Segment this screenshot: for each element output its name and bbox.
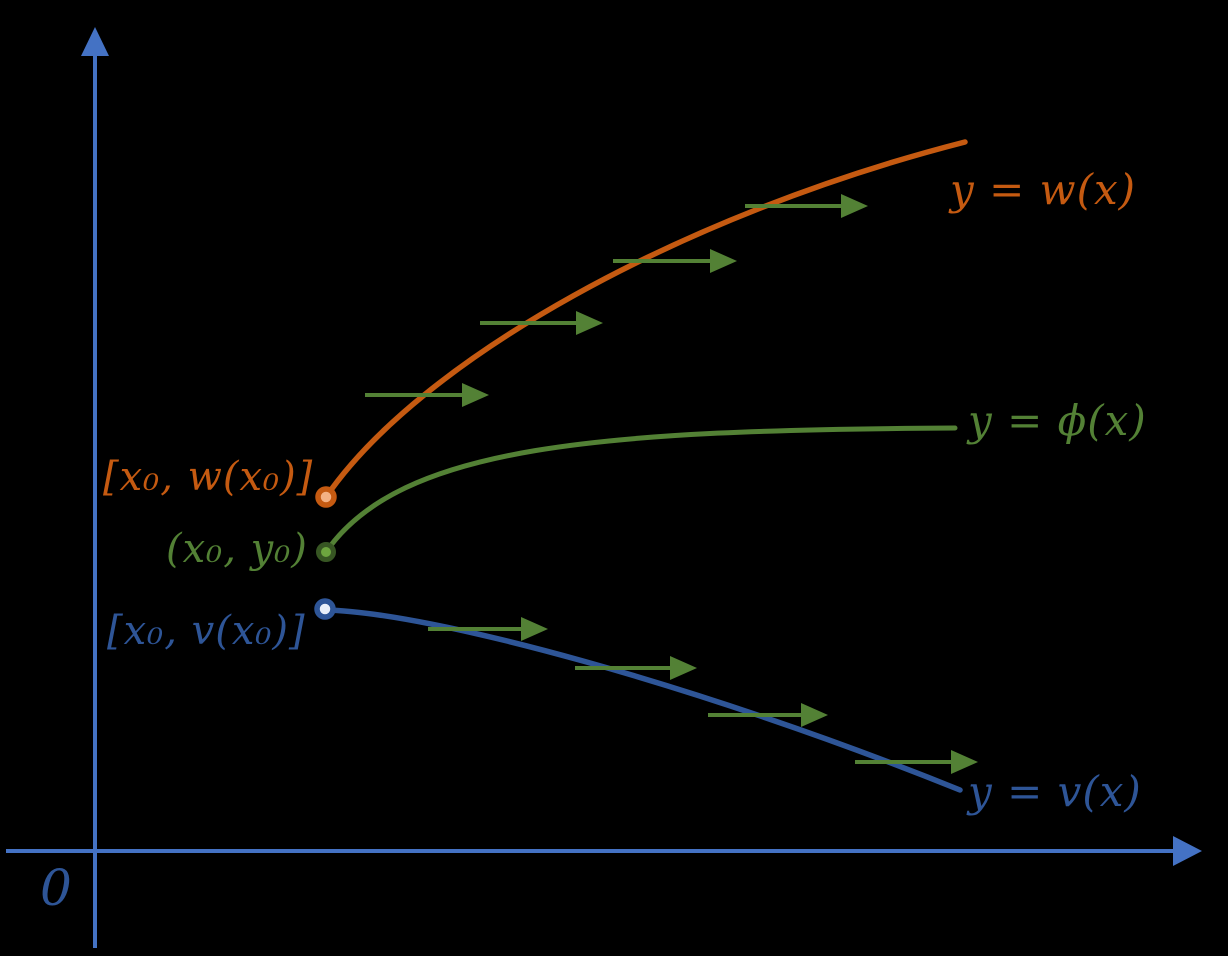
curve-w — [323, 139, 968, 500]
flow-arrowhead-icon — [841, 194, 868, 218]
flow-arrow — [613, 249, 737, 273]
flow-arrow — [708, 703, 828, 727]
start-point-marker-v — [314, 598, 336, 620]
point-label-w: [x₀, w(x₀)] — [103, 454, 314, 500]
flow-arrow — [365, 383, 489, 407]
origin-label: 0 — [40, 859, 73, 917]
flow-arrowhead-icon — [801, 703, 828, 727]
curve-label-v: y = v(x) — [968, 767, 1142, 816]
y-axis — [81, 27, 109, 948]
point-label-phi: (x₀, y₀) — [166, 526, 308, 572]
flow-arrowhead-icon — [462, 383, 489, 407]
curve-label-w: y = w(x) — [950, 165, 1137, 214]
curve-label-phi: y = ϕ(x) — [968, 396, 1147, 445]
flow-arrowhead-icon — [576, 311, 603, 335]
flow-arrowhead-icon — [951, 750, 978, 774]
flow-arrow — [480, 311, 603, 335]
flow-arrowhead-icon — [521, 617, 548, 641]
y-axis-arrowhead-icon — [81, 27, 109, 56]
flow-arrow — [745, 194, 868, 218]
flow-arrow — [575, 656, 697, 680]
flow-arrowhead-icon — [670, 656, 697, 680]
start-point-marker-w — [315, 486, 337, 508]
flow-arrow — [428, 617, 548, 641]
curve-phi — [323, 425, 958, 555]
flow-arrowhead-icon — [710, 249, 737, 273]
flow-arrow — [855, 750, 978, 774]
start-point-marker-phi — [316, 542, 336, 562]
x-axis — [6, 836, 1202, 866]
curve-v — [322, 607, 963, 793]
x-axis-arrowhead-icon — [1173, 836, 1202, 866]
point-label-v: [x₀, v(x₀)] — [107, 608, 306, 654]
